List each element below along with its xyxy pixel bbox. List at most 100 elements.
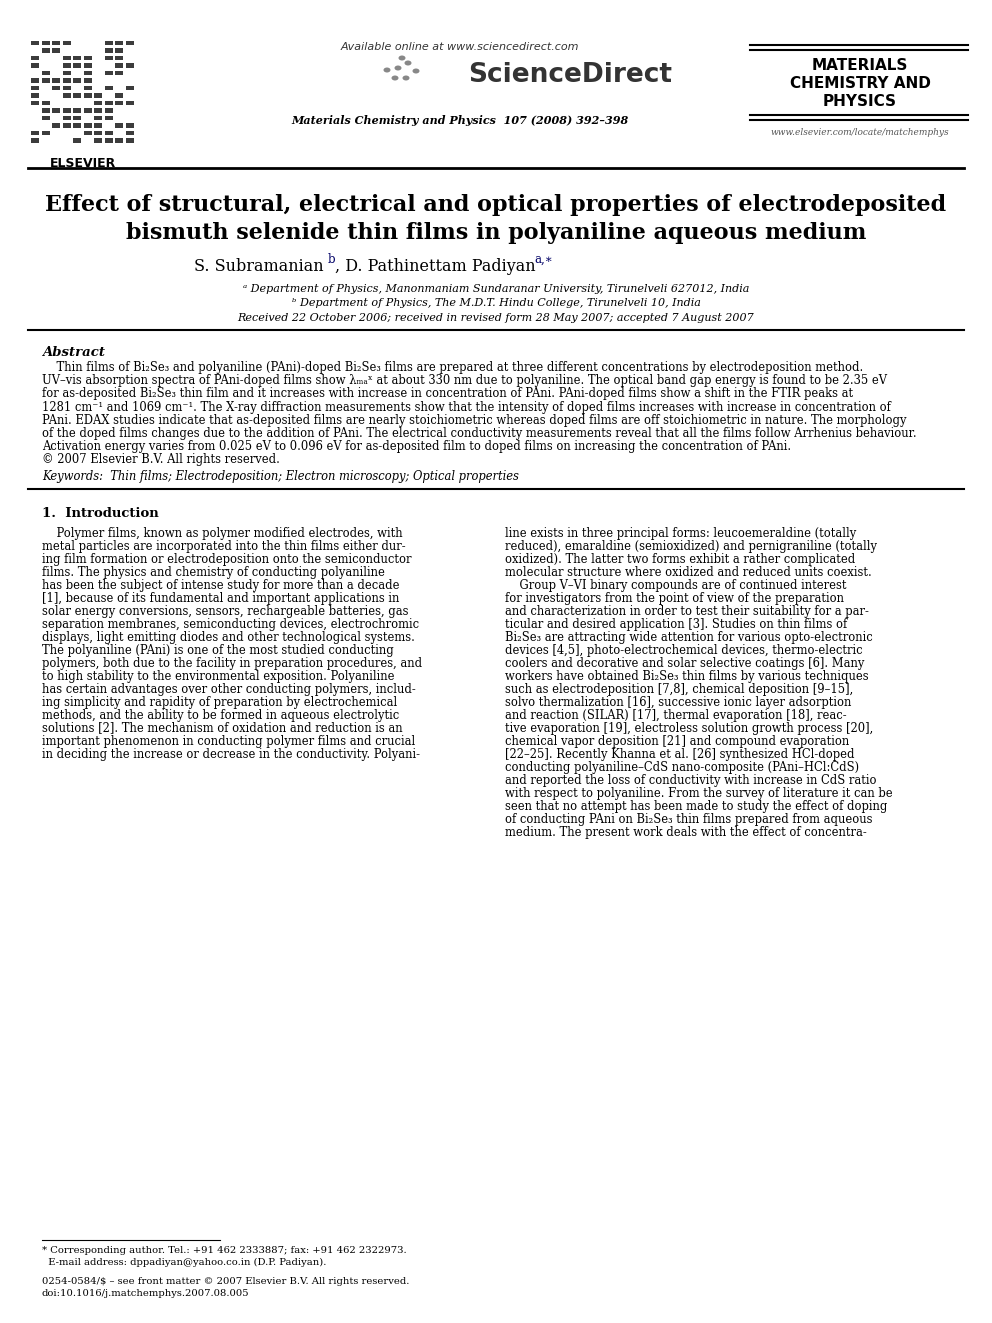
Text: solutions [2]. The mechanism of oxidation and reduction is an: solutions [2]. The mechanism of oxidatio… [42,721,403,734]
Text: has certain advantages over other conducting polymers, includ-: has certain advantages over other conduc… [42,683,416,696]
Bar [73,93,81,98]
Bar [126,101,134,105]
Text: medium. The present work deals with the effect of concentra-: medium. The present work deals with the … [505,826,867,839]
Bar [31,101,39,105]
Text: methods, and the ability to be formed in aqueous electrolytic: methods, and the ability to be formed in… [42,709,399,721]
Text: Group V–VI binary compounds are of continued interest: Group V–VI binary compounds are of conti… [505,578,846,591]
Text: ᵃ Department of Physics, Manonmaniam Sundaranar University, Tirunelveli 627012, : ᵃ Department of Physics, Manonmaniam Sun… [243,284,749,294]
Bar [31,138,39,143]
Bar [62,108,70,112]
Text: in deciding the increase or decrease in the conductivity. Polyani-: in deciding the increase or decrease in … [42,747,420,761]
Bar [31,93,39,98]
Text: and characterization in order to test their suitability for a par-: and characterization in order to test th… [505,605,869,618]
Bar [104,70,112,75]
Bar [73,78,81,82]
Bar [42,131,50,135]
Ellipse shape [392,75,399,81]
Bar [31,86,39,90]
Text: Thin films of Bi₂Se₃ and polyaniline (PAni)-doped Bi₂Se₃ films are prepared at t: Thin films of Bi₂Se₃ and polyaniline (PA… [42,361,863,374]
Text: E-mail address: dppadiyan@yahoo.co.in (D.P. Padiyan).: E-mail address: dppadiyan@yahoo.co.in (D… [42,1258,326,1267]
Text: and reaction (SILAR) [17], thermal evaporation [18], reac-: and reaction (SILAR) [17], thermal evapo… [505,709,846,721]
Text: a,∗: a,∗ [534,253,553,266]
Text: UV–vis absorption spectra of PAni-doped films show λₘₐˣ at about 330 nm due to p: UV–vis absorption spectra of PAni-doped … [42,374,887,388]
Bar [83,86,91,90]
Bar [94,131,102,135]
Bar [42,108,50,112]
Bar [104,56,112,60]
Bar [73,115,81,120]
Bar [94,123,102,127]
Text: solar energy conversions, sensors, rechargeable batteries, gas: solar energy conversions, sensors, recha… [42,605,409,618]
Bar [115,56,123,60]
Bar [115,101,123,105]
Text: doi:10.1016/j.matchemphys.2007.08.005: doi:10.1016/j.matchemphys.2007.08.005 [42,1289,250,1298]
Ellipse shape [403,75,410,81]
Bar [73,56,81,60]
Text: devices [4,5], photo-electrochemical devices, thermo-electric: devices [4,5], photo-electrochemical dev… [505,643,863,656]
Text: www.elsevier.com/locate/matchemphys: www.elsevier.com/locate/matchemphys [771,128,949,138]
Text: coolers and decorative and solar selective coatings [6]. Many: coolers and decorative and solar selecti… [505,656,864,669]
Text: © 2007 Elsevier B.V. All rights reserved.: © 2007 Elsevier B.V. All rights reserved… [42,454,280,467]
Text: Available online at www.sciencedirect.com: Available online at www.sciencedirect.co… [340,42,579,52]
Text: has been the subject of intense study for more than a decade: has been the subject of intense study fo… [42,578,400,591]
Text: [22–25]. Recently Khanna et al. [26] synthesized HCl-doped: [22–25]. Recently Khanna et al. [26] syn… [505,747,854,761]
Bar [94,115,102,120]
Bar [94,93,102,98]
Bar [62,56,70,60]
Bar [73,64,81,67]
Bar [62,70,70,75]
Bar [104,131,112,135]
Text: 1.  Introduction: 1. Introduction [42,507,159,520]
Bar [52,123,60,127]
Ellipse shape [405,61,412,66]
Bar [62,93,70,98]
Text: The polyaniline (PAni) is one of the most studied conducting: The polyaniline (PAni) is one of the mos… [42,643,394,656]
Text: for investigators from the point of view of the preparation: for investigators from the point of view… [505,591,844,605]
Bar [126,123,134,127]
Text: PAni. EDAX studies indicate that as-deposited films are nearly stoichiometric wh: PAni. EDAX studies indicate that as-depo… [42,414,907,427]
Text: films. The physics and chemistry of conducting polyaniline: films. The physics and chemistry of cond… [42,566,385,578]
Text: for as-deposited Bi₂Se₃ thin film and it increases with increase in concentratio: for as-deposited Bi₂Se₃ thin film and it… [42,388,853,401]
Bar [115,123,123,127]
Bar [126,131,134,135]
Text: ScienceDirect: ScienceDirect [468,62,672,89]
Text: reduced), emaraldine (semioxidized) and pernigraniline (totally: reduced), emaraldine (semioxidized) and … [505,540,877,553]
Bar [115,64,123,67]
Text: CHEMISTRY AND: CHEMISTRY AND [790,75,930,91]
Ellipse shape [395,66,402,70]
Bar [31,56,39,60]
Text: ELSEVIER: ELSEVIER [50,157,116,169]
Text: polymers, both due to the facility in preparation procedures, and: polymers, both due to the facility in pr… [42,656,423,669]
Bar [62,115,70,120]
Bar [104,41,112,45]
Bar [115,70,123,75]
Ellipse shape [399,56,406,61]
Bar [42,48,50,53]
Text: bismuth selenide thin films in polyaniline aqueous medium: bismuth selenide thin films in polyanili… [126,222,866,243]
Text: conducting polyaniline–CdS nano-composite (PAni–HCl:CdS): conducting polyaniline–CdS nano-composit… [505,761,859,774]
Bar [52,86,60,90]
Bar [42,115,50,120]
Text: Activation energy varies from 0.025 eV to 0.096 eV for as-deposited film to dope: Activation energy varies from 0.025 eV t… [42,441,792,454]
Bar [126,138,134,143]
Bar [126,41,134,45]
Text: seen that no attempt has been made to study the effect of doping: seen that no attempt has been made to st… [505,799,888,812]
Bar [42,101,50,105]
Bar [31,78,39,82]
Text: 1281 cm⁻¹ and 1069 cm⁻¹. The X-ray diffraction measurements show that the intens: 1281 cm⁻¹ and 1069 cm⁻¹. The X-ray diffr… [42,401,891,414]
Text: and reported the loss of conductivity with increase in CdS ratio: and reported the loss of conductivity wi… [505,774,877,787]
Text: ing simplicity and rapidity of preparation by electrochemical: ing simplicity and rapidity of preparati… [42,696,397,709]
Text: to high stability to the environmental exposition. Polyaniline: to high stability to the environmental e… [42,669,395,683]
Bar [52,48,60,53]
Text: of the doped films changes due to the addition of PAni. The electrical conductiv: of the doped films changes due to the ad… [42,427,917,441]
Bar [94,138,102,143]
Bar [62,78,70,82]
Bar [126,64,134,67]
Bar [83,123,91,127]
Text: ticular and desired application [3]. Studies on thin films of: ticular and desired application [3]. Stu… [505,618,847,631]
Bar [83,93,91,98]
Text: line exists in three principal forms: leucoemeraldine (totally: line exists in three principal forms: le… [505,527,856,540]
Text: workers have obtained Bi₂Se₃ thin films by various techniques: workers have obtained Bi₂Se₃ thin films … [505,669,869,683]
Text: , D. Pathinettam Padiyan: , D. Pathinettam Padiyan [335,258,536,275]
Text: 0254-0584/$ – see front matter © 2007 Elsevier B.V. All rights reserved.: 0254-0584/$ – see front matter © 2007 El… [42,1277,410,1286]
